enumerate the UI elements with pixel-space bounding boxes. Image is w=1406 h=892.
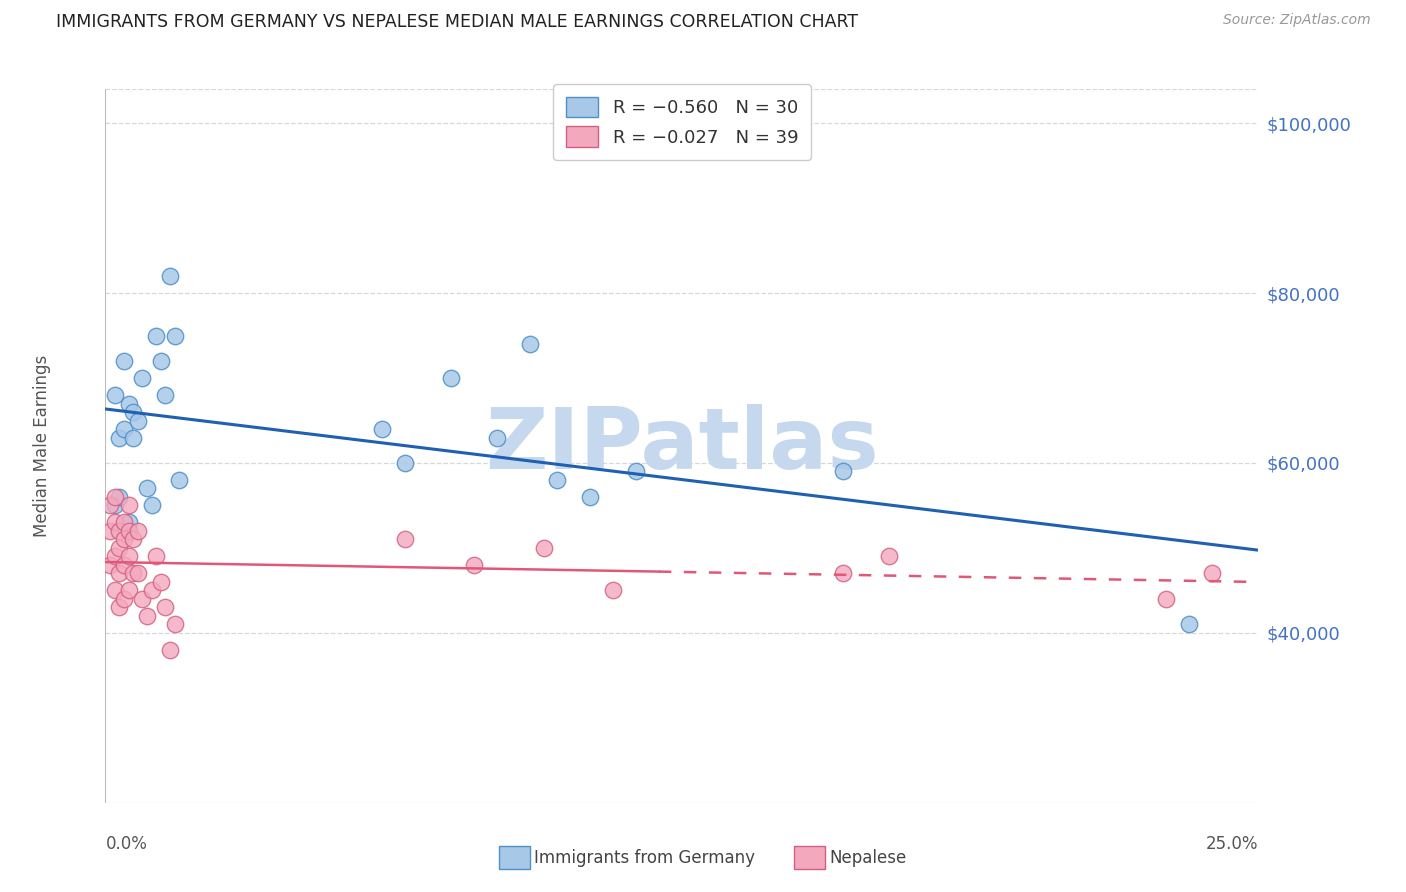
Point: [98, 524, 121, 538]
Point: [145, 328, 167, 343]
Legend: R = −0.560   N = 30, R = −0.027   N = 39: R = −0.560 N = 30, R = −0.027 N = 39: [553, 84, 811, 160]
Text: Median Male Earnings: Median Male Earnings: [32, 355, 51, 537]
Point: [104, 583, 127, 598]
Point: [127, 413, 149, 427]
Point: [1154, 591, 1177, 606]
Point: [440, 371, 463, 385]
Point: [163, 328, 186, 343]
Point: [122, 430, 145, 444]
Point: [602, 583, 624, 598]
Point: [578, 490, 600, 504]
Point: [149, 354, 172, 368]
Point: [112, 558, 135, 572]
Point: [394, 456, 416, 470]
Point: [131, 591, 153, 606]
Point: [159, 643, 181, 657]
Point: [98, 558, 121, 572]
Point: [519, 337, 541, 351]
Text: Nepalese: Nepalese: [830, 849, 907, 867]
Point: [371, 422, 394, 436]
Point: [127, 524, 149, 538]
Point: [112, 591, 135, 606]
Text: IMMIGRANTS FROM GERMANY VS NEPALESE MEDIAN MALE EARNINGS CORRELATION CHART: IMMIGRANTS FROM GERMANY VS NEPALESE MEDI…: [56, 13, 859, 31]
Point: [1178, 617, 1201, 632]
Point: [108, 490, 131, 504]
Point: [832, 465, 855, 479]
Point: [117, 499, 139, 513]
Point: [832, 566, 855, 581]
Point: [104, 490, 127, 504]
Point: [122, 533, 145, 547]
Text: ZIPatlas: ZIPatlas: [485, 404, 879, 488]
Point: [163, 617, 186, 632]
Point: [159, 269, 181, 284]
Point: [108, 541, 131, 555]
Point: [136, 608, 159, 623]
Point: [104, 549, 127, 564]
Point: [546, 473, 568, 487]
Point: [104, 499, 127, 513]
Point: [117, 583, 139, 598]
Point: [879, 549, 901, 564]
Point: [127, 566, 149, 581]
Point: [112, 516, 135, 530]
Point: [104, 388, 127, 402]
Point: [108, 524, 131, 538]
Point: [136, 482, 159, 496]
Point: [117, 516, 139, 530]
Point: [98, 499, 121, 513]
Point: [155, 600, 177, 615]
Point: [104, 516, 127, 530]
Point: [533, 541, 555, 555]
Point: [167, 473, 190, 487]
Point: [141, 499, 163, 513]
Text: 0.0%: 0.0%: [105, 835, 148, 853]
Point: [108, 430, 131, 444]
Point: [108, 600, 131, 615]
Point: [145, 549, 167, 564]
Point: [624, 465, 647, 479]
Point: [112, 533, 135, 547]
Point: [117, 396, 139, 410]
Text: 25.0%: 25.0%: [1206, 835, 1258, 853]
Point: [141, 583, 163, 598]
Point: [155, 388, 177, 402]
Point: [117, 524, 139, 538]
Point: [131, 371, 153, 385]
Text: Immigrants from Germany: Immigrants from Germany: [534, 849, 755, 867]
Point: [149, 574, 172, 589]
Point: [112, 422, 135, 436]
Point: [1201, 566, 1223, 581]
Point: [122, 405, 145, 419]
Point: [108, 566, 131, 581]
Point: [112, 354, 135, 368]
Point: [394, 533, 416, 547]
Text: Source: ZipAtlas.com: Source: ZipAtlas.com: [1223, 13, 1371, 28]
Point: [122, 566, 145, 581]
Point: [463, 558, 485, 572]
Point: [486, 430, 509, 444]
Point: [117, 549, 139, 564]
